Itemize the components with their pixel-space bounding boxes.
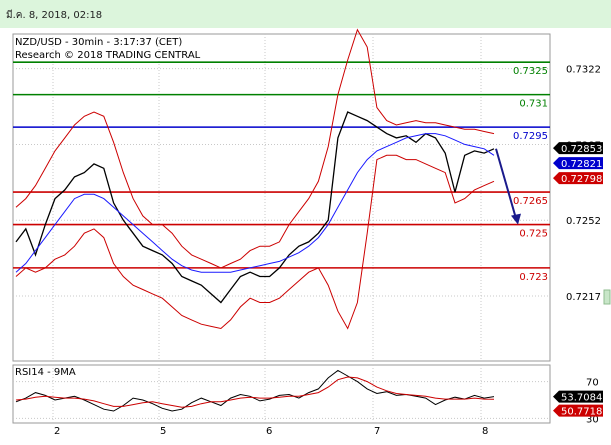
value-badge-label: 53.7084 bbox=[561, 393, 602, 404]
x-tick-label: 8 bbox=[482, 426, 488, 437]
rsi-pane bbox=[12, 364, 551, 424]
level-label: 0.725 bbox=[519, 229, 548, 240]
rsi-tick-label: 70 bbox=[586, 378, 599, 389]
y-tick-label: 0.7217 bbox=[566, 292, 601, 303]
rsi-series bbox=[15, 369, 495, 412]
forecast-arrow bbox=[495, 148, 517, 219]
date-time-label: มี.ค. 8, 2018, 02:18 bbox=[6, 10, 103, 21]
price-line bbox=[15, 111, 495, 304]
rsi-tick-label: 30 bbox=[586, 414, 599, 425]
chart-title: NZD/USD - 30min - 3:17:37 (CET) bbox=[15, 37, 182, 48]
value-badge-label: 0.72853 bbox=[561, 144, 602, 155]
forecast-arrowhead bbox=[511, 213, 521, 225]
x-tick-label: 6 bbox=[266, 426, 272, 437]
y-tick-label: 0.7322 bbox=[566, 65, 601, 76]
main-pane bbox=[12, 33, 551, 362]
grid bbox=[13, 34, 550, 423]
rsi-ma-line bbox=[15, 376, 495, 408]
price-series bbox=[15, 28, 521, 330]
x-tick-label: 2 bbox=[54, 426, 60, 437]
support-resistance-levels: 0.7325 0.731 0.7295 0.7265 0.725 0.723 bbox=[13, 61, 550, 283]
x-tick-label: 7 bbox=[374, 426, 380, 437]
level-label: 0.7325 bbox=[513, 66, 548, 77]
value-badge-label: 50.7718 bbox=[561, 407, 602, 418]
date-header: มี.ค. 8, 2018, 02:18 bbox=[0, 0, 611, 28]
level-label: 0.731 bbox=[519, 99, 548, 110]
value-badge bbox=[553, 142, 603, 155]
value-badge bbox=[553, 157, 603, 170]
chart-subtitle: Research © 2018 TRADING CENTRAL bbox=[15, 50, 201, 61]
bollinger-band-line bbox=[15, 28, 495, 269]
level-label: 0.723 bbox=[519, 272, 548, 283]
x-tick-label: 5 bbox=[160, 426, 166, 437]
value-badge-label: 0.72821 bbox=[561, 159, 602, 170]
rsi-title: RSI14 - 9MA bbox=[15, 367, 76, 378]
moving-average-line bbox=[15, 133, 495, 273]
bollinger-band-line bbox=[15, 154, 495, 330]
value-badges: 0.72853 0.72821 0.72798 53.7084 50.7718 bbox=[553, 142, 603, 418]
value-badge-label: 0.72798 bbox=[561, 174, 602, 185]
scrollbar-handle[interactable] bbox=[603, 289, 611, 305]
rsi-line bbox=[15, 369, 495, 412]
value-badge bbox=[553, 390, 603, 403]
value-badge bbox=[553, 172, 603, 185]
y-tick-label: 0.7252 bbox=[566, 216, 601, 227]
level-label: 0.7295 bbox=[513, 131, 548, 142]
value-badge bbox=[553, 404, 603, 417]
level-label: 0.7265 bbox=[513, 196, 548, 207]
